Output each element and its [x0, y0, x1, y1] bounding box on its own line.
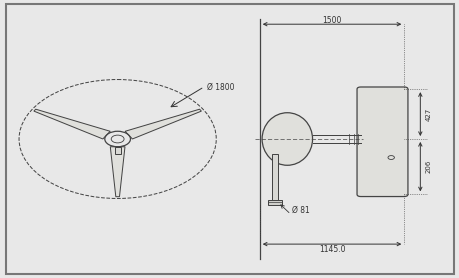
FancyBboxPatch shape [356, 87, 407, 197]
Ellipse shape [262, 113, 312, 165]
Text: Ø 1800: Ø 1800 [206, 83, 234, 91]
Bar [114, 147, 120, 155]
Text: 206: 206 [425, 160, 431, 173]
Bar [268, 200, 281, 205]
Text: 1500: 1500 [322, 16, 341, 24]
Polygon shape [125, 109, 201, 139]
Text: Ø 81: Ø 81 [291, 206, 309, 215]
Bar [271, 154, 278, 200]
Polygon shape [34, 109, 110, 139]
Polygon shape [110, 147, 125, 197]
Text: 427: 427 [425, 108, 431, 121]
Text: 1145.0: 1145.0 [318, 245, 345, 254]
